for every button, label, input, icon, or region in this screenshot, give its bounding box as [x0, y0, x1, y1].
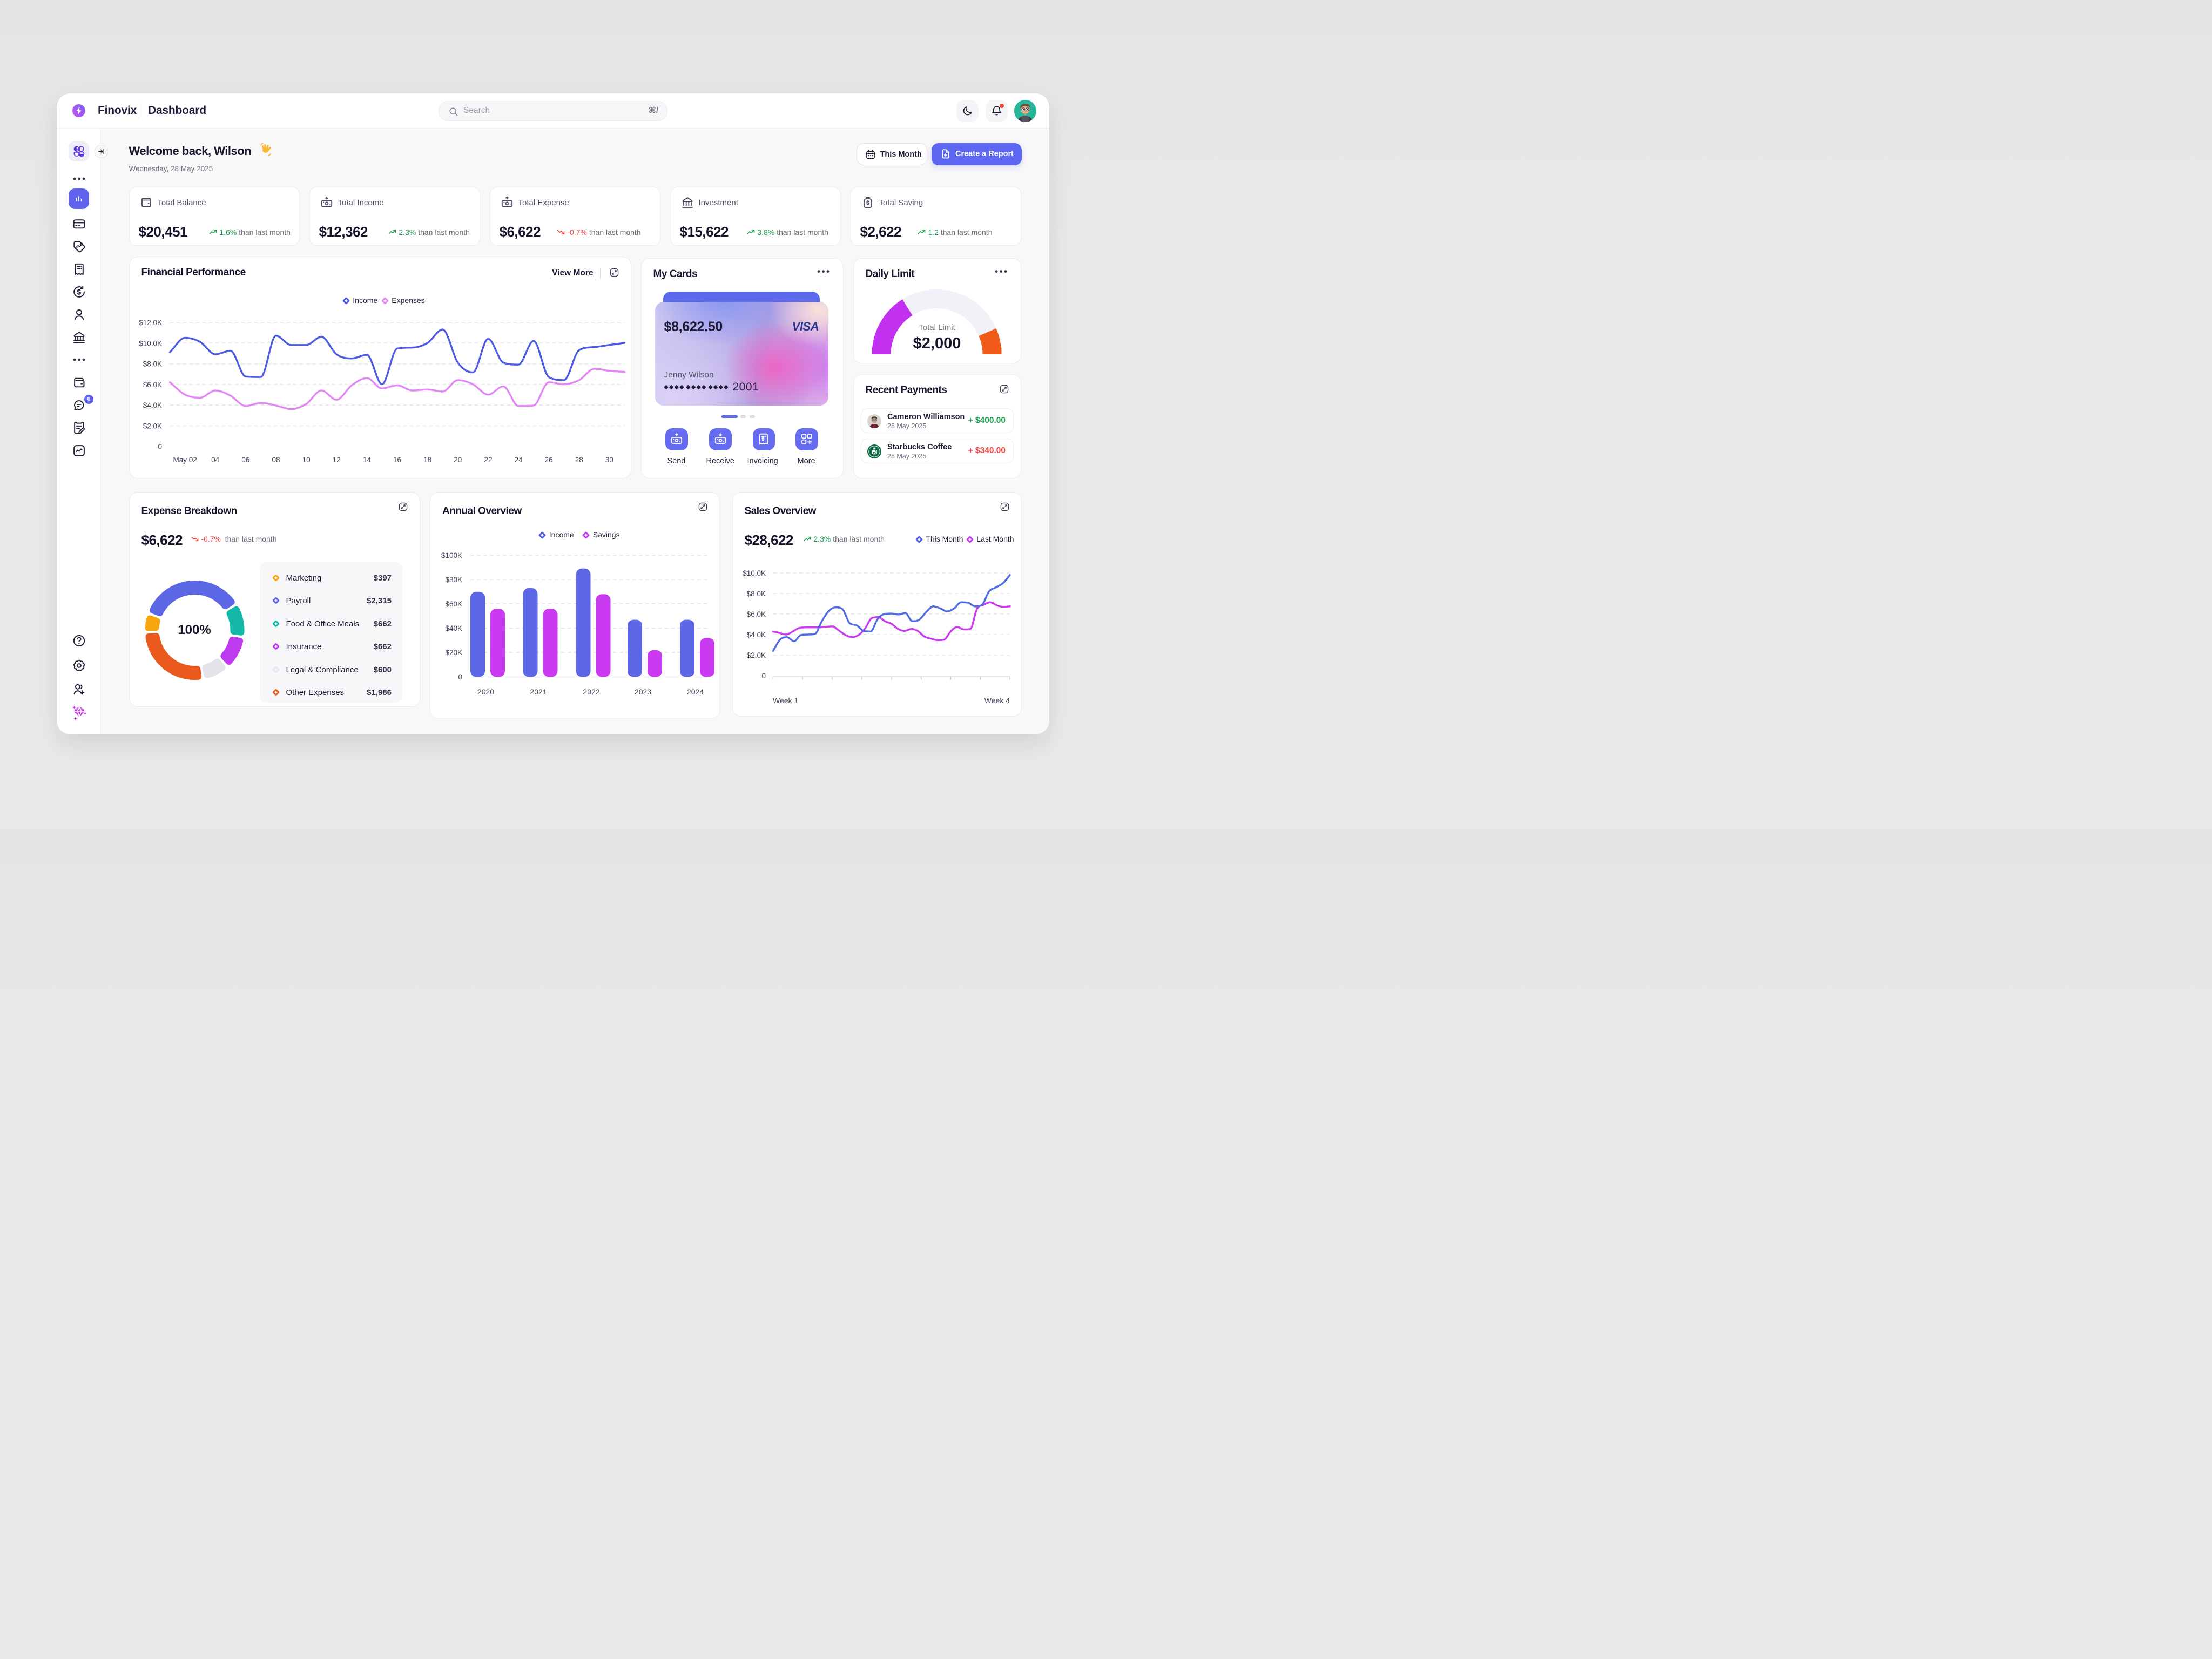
svg-text:30: 30 [605, 456, 613, 464]
svg-text:$20K: $20K [445, 649, 462, 657]
svg-text:$10.0K: $10.0K [139, 339, 162, 347]
svg-text:$12.0K: $12.0K [139, 319, 162, 327]
svg-text:2024: 2024 [687, 687, 704, 696]
svg-text:10: 10 [302, 456, 310, 464]
svg-text:$8.0K: $8.0K [143, 360, 161, 368]
svg-text:2020: 2020 [477, 687, 494, 696]
svg-text:04: 04 [211, 456, 220, 464]
svg-text:18: 18 [423, 456, 431, 464]
svg-text:$6.0K: $6.0K [143, 381, 161, 389]
svg-text:06: 06 [241, 456, 249, 464]
svg-text:24: 24 [514, 456, 523, 464]
svg-text:$40K: $40K [445, 624, 462, 632]
svg-text:28: 28 [575, 456, 583, 464]
svg-text:$6.0K: $6.0K [746, 610, 765, 618]
svg-text:$10.0K: $10.0K [743, 569, 766, 577]
svg-text:$60K: $60K [445, 600, 462, 608]
svg-text:2022: 2022 [583, 687, 599, 696]
svg-text:$8.0K: $8.0K [746, 590, 765, 598]
svg-text:08: 08 [272, 456, 280, 464]
svg-text:0: 0 [458, 673, 462, 681]
svg-text:May 02: May 02 [173, 456, 197, 464]
svg-text:Week 1: Week 1 [773, 696, 798, 705]
svg-text:20: 20 [454, 456, 462, 464]
svg-text:2023: 2023 [635, 687, 651, 696]
svg-text:$2.0K: $2.0K [746, 651, 765, 659]
svg-text:$80K: $80K [445, 576, 462, 584]
svg-text:0: 0 [761, 672, 766, 680]
svg-text:$4.0K: $4.0K [143, 401, 161, 409]
svg-text:$100K: $100K [441, 551, 462, 559]
svg-text:14: 14 [362, 456, 371, 464]
svg-text:16: 16 [393, 456, 401, 464]
svg-text:22: 22 [484, 456, 492, 464]
svg-text:$4.0K: $4.0K [746, 631, 765, 639]
svg-text:Week 4: Week 4 [984, 696, 1009, 705]
svg-text:2021: 2021 [530, 687, 547, 696]
svg-text:12: 12 [332, 456, 340, 464]
svg-text:$2.0K: $2.0K [143, 422, 161, 430]
svg-text:26: 26 [544, 456, 552, 464]
svg-text:0: 0 [158, 443, 162, 451]
